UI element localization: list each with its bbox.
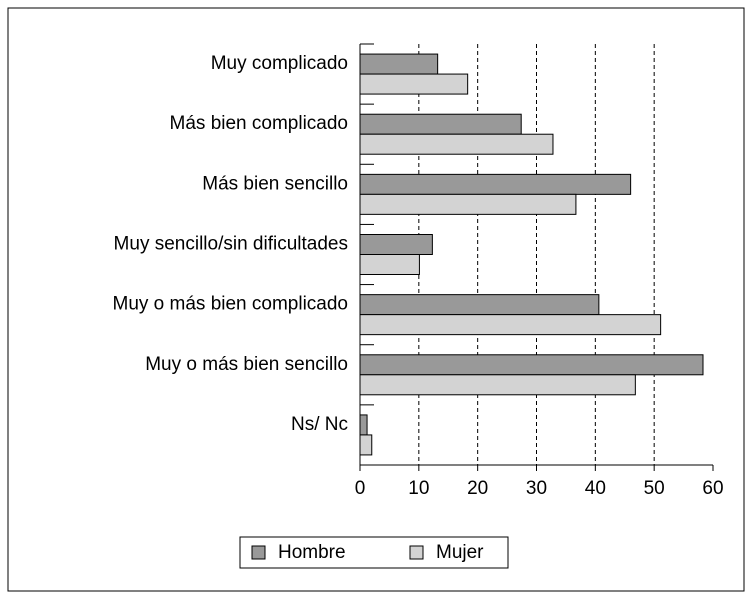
bar xyxy=(359,133,554,155)
x-tick-label: 60 xyxy=(702,478,723,499)
x-tick-label: 30 xyxy=(526,478,547,499)
bar xyxy=(359,254,420,275)
bar xyxy=(359,354,704,376)
x-tick-label: 50 xyxy=(644,478,665,499)
bar xyxy=(359,113,522,135)
y-tick-label: Más bien complicado xyxy=(170,113,348,134)
bar xyxy=(359,73,469,95)
legend-swatch xyxy=(251,545,266,560)
y-tick-label: Muy o más bien sencillo xyxy=(145,354,348,375)
bar xyxy=(359,314,662,336)
bar xyxy=(359,234,433,255)
x-tick-label: 10 xyxy=(408,478,429,499)
legend-box xyxy=(239,536,509,569)
y-tick-label: Muy o más bien complicado xyxy=(113,294,349,315)
x-tick-label: 40 xyxy=(585,478,606,499)
bar xyxy=(359,374,636,396)
bar xyxy=(359,434,373,456)
legend-label: Mujer xyxy=(436,542,484,563)
chart-border xyxy=(7,7,745,592)
y-tick-label: Muy sencillo/sin dificultades xyxy=(114,234,348,255)
bar xyxy=(359,294,600,316)
y-tick-label: Ns/ Nc xyxy=(291,414,348,435)
bar xyxy=(359,414,368,436)
bar xyxy=(359,53,439,75)
bar xyxy=(359,173,632,195)
y-tick-label: Muy complicado xyxy=(211,53,348,74)
legend-label: Hombre xyxy=(278,542,346,563)
bar xyxy=(359,193,577,215)
y-tick-label: Más bien sencillo xyxy=(202,173,348,194)
x-tick-label: 20 xyxy=(467,478,488,499)
legend-swatch xyxy=(409,545,424,560)
x-tick-label: 0 xyxy=(355,478,366,499)
